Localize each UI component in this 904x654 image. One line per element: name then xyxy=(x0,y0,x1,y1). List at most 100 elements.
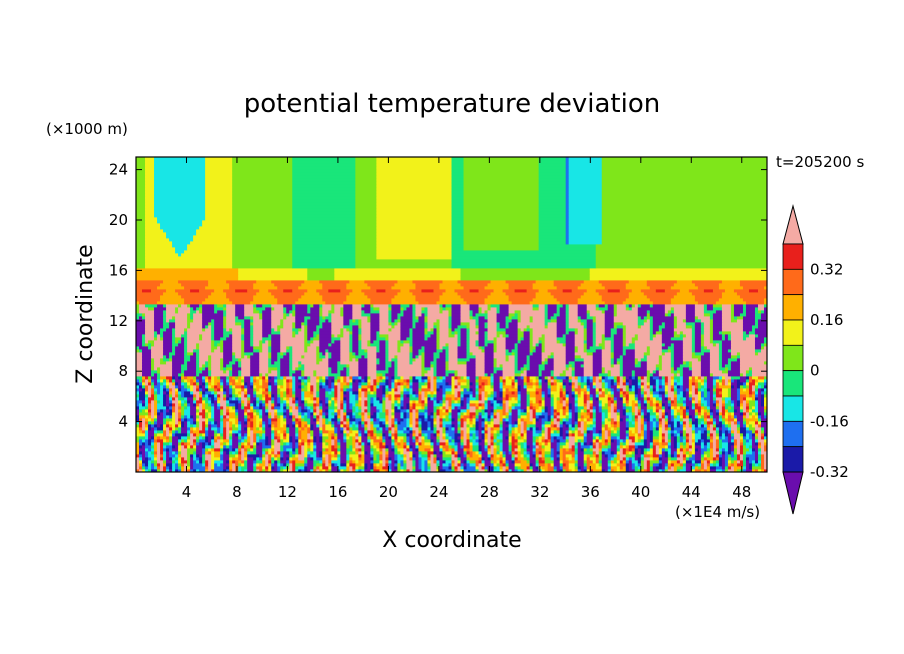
heatmap-cell xyxy=(139,388,143,392)
heatmap-cell xyxy=(583,421,588,425)
heatmap-cell xyxy=(529,391,537,395)
heatmap-cell xyxy=(187,430,191,434)
heatmap-cell xyxy=(724,457,729,461)
heatmap-cell xyxy=(484,424,488,428)
heatmap-cell xyxy=(541,391,546,395)
heatmap-cell xyxy=(418,427,422,431)
heatmap-cell xyxy=(718,439,723,443)
heatmap-cell xyxy=(664,451,669,455)
heatmap-cell xyxy=(583,463,588,467)
heatmap-cell xyxy=(613,451,618,455)
heatmap-cell xyxy=(622,448,627,452)
heatmap-cell xyxy=(310,424,314,428)
heatmap-cell xyxy=(454,418,458,422)
heatmap-cell xyxy=(754,394,759,398)
heatmap-cell xyxy=(280,406,284,410)
heatmap-cell xyxy=(583,418,588,422)
heatmap-cell xyxy=(679,445,684,449)
heatmap-cell xyxy=(391,394,395,398)
heatmap-cell xyxy=(301,394,305,398)
heatmap-cell xyxy=(205,460,209,464)
heatmap-cell xyxy=(214,394,218,398)
heatmap-field xyxy=(136,157,767,472)
heatmap-cell xyxy=(502,463,506,467)
heatmap-cell xyxy=(586,457,591,461)
heatmap-cell xyxy=(493,409,497,413)
heatmap-cell xyxy=(217,394,221,398)
heatmap-cell xyxy=(172,403,176,407)
heatmap-cell xyxy=(622,397,627,401)
heatmap-cell xyxy=(208,415,212,419)
heatmap-cell xyxy=(325,412,329,416)
heatmap-cell xyxy=(325,415,329,419)
heatmap-cell xyxy=(643,463,648,467)
heatmap-cell xyxy=(307,448,311,452)
heatmap-cell xyxy=(505,466,509,470)
heatmap-cell xyxy=(670,397,675,401)
heatmap-cell xyxy=(196,433,200,437)
heatmap-cell xyxy=(295,451,299,455)
heatmap-cell xyxy=(148,418,152,422)
heatmap-cell xyxy=(751,412,756,416)
heatmap-cell xyxy=(418,388,422,392)
heatmap-cell xyxy=(514,454,519,458)
heatmap-cell xyxy=(424,436,428,440)
heatmap-cell xyxy=(301,451,305,455)
heatmap-cell xyxy=(643,451,648,455)
heatmap-cell xyxy=(295,439,299,443)
heatmap-cell xyxy=(712,394,717,398)
heatmap-cell xyxy=(703,415,708,419)
heatmap-cell xyxy=(535,466,540,470)
heatmap-cell xyxy=(685,400,693,404)
heatmap-cell xyxy=(199,427,203,431)
heatmap-cell xyxy=(628,409,633,413)
heatmap-cell xyxy=(382,403,386,407)
heatmap-cell xyxy=(712,460,717,464)
heatmap-cell xyxy=(739,412,744,416)
heatmap-cell xyxy=(169,469,173,472)
heatmap-cell xyxy=(490,400,494,404)
heatmap-cell xyxy=(343,412,347,416)
heatmap-cell xyxy=(514,448,519,452)
heatmap-cell xyxy=(751,442,756,446)
heatmap-cell xyxy=(664,415,669,419)
heatmap-cell xyxy=(208,394,215,398)
heatmap-cell xyxy=(304,400,308,404)
heatmap-cell xyxy=(637,418,642,422)
heatmap-cell xyxy=(664,418,669,422)
heatmap-cell xyxy=(337,442,341,446)
heatmap-cell xyxy=(436,397,443,401)
heatmap-cell xyxy=(250,385,254,389)
heatmap-cell xyxy=(163,400,167,404)
heatmap-cell xyxy=(676,445,681,449)
heatmap-cell xyxy=(730,394,738,398)
heatmap-cell xyxy=(673,454,678,458)
heatmap-cell xyxy=(331,388,335,392)
heatmap-cell xyxy=(745,442,753,446)
heatmap-cell xyxy=(337,469,341,472)
heatmap-cell xyxy=(682,460,687,464)
heatmap-cell xyxy=(469,439,473,443)
time-label: t=205200 s xyxy=(776,153,864,171)
heatmap-cell xyxy=(595,397,600,401)
heatmap-cell xyxy=(280,454,284,458)
heatmap-cell xyxy=(199,454,203,458)
heatmap-cell xyxy=(334,451,338,455)
heatmap-cell xyxy=(718,448,723,452)
heatmap-cell xyxy=(679,421,684,425)
heatmap-cell xyxy=(421,406,425,410)
heatmap-cell xyxy=(703,466,708,470)
heatmap-cell xyxy=(250,424,254,428)
heatmap-cell xyxy=(565,388,573,392)
heatmap-cell xyxy=(736,424,741,428)
heatmap-cell xyxy=(307,433,311,437)
heatmap-cell xyxy=(634,442,645,446)
heatmap-cell xyxy=(352,427,359,431)
heatmap-cell xyxy=(520,409,525,413)
heatmap-cell xyxy=(466,463,470,467)
heatmap-cell xyxy=(661,427,666,431)
heatmap-cell xyxy=(607,448,612,452)
heatmap-cell xyxy=(748,457,756,461)
heatmap-cell xyxy=(613,406,618,410)
heatmap-cell xyxy=(586,412,591,416)
